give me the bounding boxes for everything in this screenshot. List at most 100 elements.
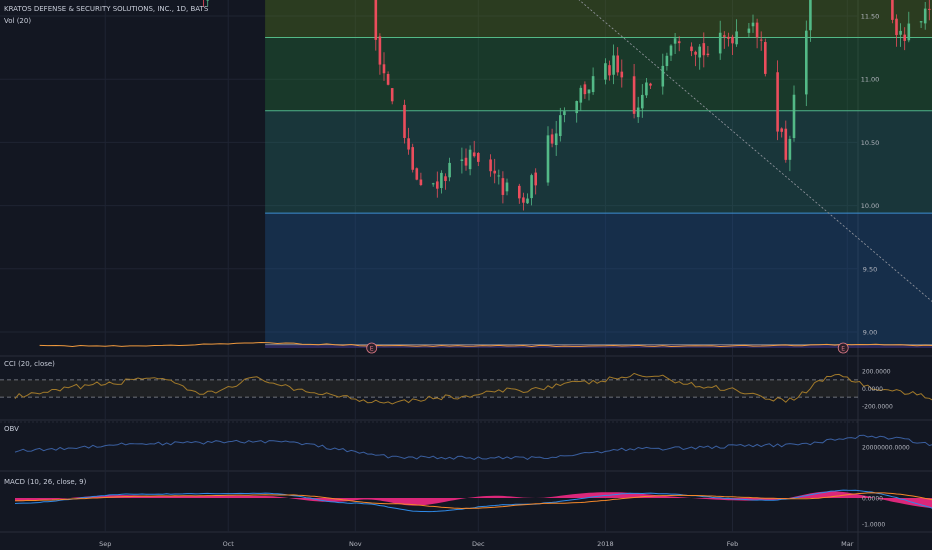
candle-body (706, 53, 710, 56)
macd-line (14, 489, 932, 513)
candle-body (411, 147, 414, 170)
candle-body (448, 162, 451, 178)
candle-body (472, 152, 476, 157)
candle-body (919, 21, 923, 23)
time-axis-tick: Sep (99, 540, 111, 548)
candle-body (415, 168, 419, 180)
fib-band (265, 37, 932, 111)
fib-band (265, 0, 932, 38)
candle-body (784, 128, 788, 160)
candle-body (505, 182, 509, 192)
time-axis-tick: Oct (223, 540, 235, 548)
volume-ma-line (39, 341, 932, 348)
candle-body (780, 128, 783, 132)
candle-body (612, 55, 615, 75)
candle-body (928, 8, 931, 10)
time-axis-tick: Mar (841, 540, 854, 548)
candle-body (431, 183, 435, 185)
candle-body (608, 65, 611, 76)
candle-body (530, 175, 533, 199)
candle-body (903, 34, 906, 41)
candle-body (723, 35, 726, 37)
candle-body (673, 38, 677, 44)
macd-axis-tick: 0.0000 (862, 496, 883, 503)
candle-body (899, 30, 902, 35)
price-axis-tick: 10.00 (861, 202, 880, 210)
candle-body (579, 87, 583, 103)
candle-body (206, 0, 209, 1)
chart-title: KRATOS DEFENSE & SECURITY SOLUTIONS, INC… (4, 5, 209, 13)
cci-pane-label: CCI (20, close) (4, 360, 55, 368)
price-axis-tick: 9.50 (863, 265, 877, 273)
candle-body (468, 149, 472, 170)
candle-body (788, 138, 792, 160)
candle-body (419, 179, 423, 186)
candle-body (891, 0, 894, 20)
cci-axis-tick: 0.0000 (862, 386, 883, 393)
obv-pane-label: OBV (4, 425, 19, 433)
time-axis-tick: Nov (349, 540, 362, 548)
candle-body (583, 84, 587, 95)
candle-body (526, 198, 529, 204)
time-axis-tick: 2018 (597, 540, 614, 548)
candle-body (661, 65, 665, 87)
candle-body (759, 39, 763, 41)
candle-body (698, 46, 701, 58)
cci-line (14, 372, 932, 405)
candle-body (591, 76, 595, 93)
candle-body (645, 82, 648, 96)
candle-body (563, 111, 566, 116)
candle-body (390, 88, 394, 102)
candle-body (764, 42, 767, 74)
fib-band (265, 213, 932, 345)
candle-body (444, 176, 447, 181)
candle-body (464, 157, 468, 166)
candle-body (407, 138, 410, 150)
earnings-marker (366, 342, 378, 354)
macd-signal-line (15, 492, 932, 510)
candle-body (382, 64, 386, 74)
candle-body (792, 94, 796, 139)
candle-body (501, 178, 505, 195)
candle-body (477, 152, 480, 162)
candle-body (694, 51, 697, 55)
candle-body (727, 36, 730, 39)
candle-body (497, 175, 501, 177)
candle-body (690, 46, 693, 52)
earnings-marker-label: E (841, 346, 845, 353)
candle-body (641, 94, 644, 109)
candle-body (378, 36, 382, 65)
candle-body (731, 36, 734, 44)
candle-body (460, 159, 464, 161)
candle-body (374, 0, 378, 40)
macd-axis-tick: -1.0000 (862, 522, 885, 529)
earnings-marker (837, 342, 849, 354)
candle-body (604, 63, 607, 80)
candle-body (616, 55, 619, 73)
candle-body (636, 107, 640, 118)
candle-body (620, 71, 624, 78)
candle-body (522, 197, 525, 203)
time-axis-tick: Feb (727, 540, 739, 548)
earnings-marker-label: E (370, 346, 374, 353)
candle-body (718, 32, 722, 54)
cci-axis-tick: -200.0000 (862, 403, 893, 410)
candle-body (702, 43, 706, 56)
candle-body (554, 133, 558, 146)
volume-label: Vol (20) (4, 17, 32, 25)
candle-body (386, 74, 390, 85)
candle-body (436, 181, 439, 189)
candle-body (907, 23, 911, 41)
candle-body (587, 89, 591, 94)
candle-body (895, 18, 898, 36)
candle-body (632, 76, 636, 114)
macd-pane-label: MACD (10, 26, close, 9) (4, 478, 87, 486)
candle-body (751, 22, 755, 27)
candle-body (559, 115, 562, 137)
fib-band (265, 110, 932, 214)
candle-body (649, 83, 652, 86)
cci-axis-tick: 200.0000 (862, 369, 891, 376)
time-axis-tick: Dec (472, 540, 485, 548)
candle-body (776, 72, 779, 132)
